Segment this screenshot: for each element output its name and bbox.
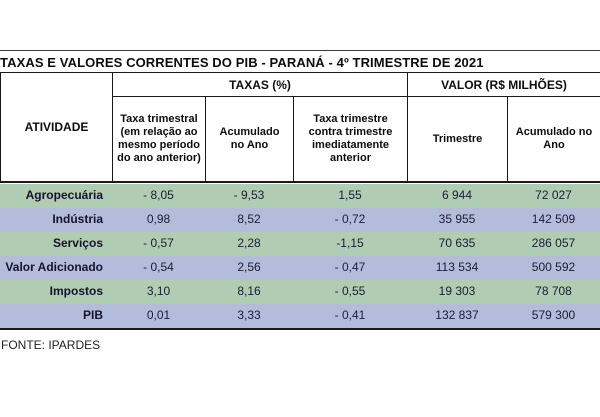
cell-valor-trimestre: 132 837	[435, 308, 479, 322]
cell-valor-acumulado: 142 509	[531, 212, 576, 226]
header-acumulado-ano-taxa: Acumulado no Ano	[219, 126, 280, 151]
cell-taxa-trimestre-contra: - 0,55	[334, 284, 366, 298]
cell-taxa-trimestral: - 0,57	[143, 236, 174, 250]
cell-valor-trimestre: 113 534	[435, 260, 479, 274]
cell-taxa-trimestral: 0,01	[146, 308, 171, 322]
cell-taxa-trimestre-contra: -1,15	[336, 236, 364, 250]
table-row-servicos: Serviços - 0,57 2,28 -1,15 70 635 286 05…	[0, 232, 600, 256]
row-label: Agropecuária	[25, 188, 103, 202]
row-band	[0, 304, 600, 327]
top-divider	[0, 50, 600, 51]
col-divider-1	[112, 72, 113, 182]
cell-taxa-trimestral: 0,98	[146, 212, 171, 226]
col-divider-5	[507, 96, 508, 182]
row-band	[0, 280, 600, 303]
table-row-agropecuaria: Agropecuária - 8,05 - 9,53 1,55 6 944 72…	[0, 184, 600, 208]
table-row-impostos: Impostos 3,10 8,16 - 0,55 19 303 78 708	[0, 280, 600, 304]
table-left-border	[0, 72, 1, 182]
header-taxa-trimestral: Taxa trimestral (em relação ao mesmo per…	[117, 113, 201, 164]
cell-valor-trimestre: 70 635	[438, 236, 476, 250]
header-group-valor: VALOR (R$ MILHÕES)	[441, 77, 567, 92]
header-bottom-border	[0, 181, 600, 183]
cell-taxa-trimestral: 3,10	[146, 284, 171, 298]
col-divider-4	[407, 72, 408, 182]
cell-valor-trimestre: 6 944	[441, 188, 473, 202]
table-row-industria: Indústria 0,98 8,52 - 0,72 35 955 142 50…	[0, 208, 600, 232]
table-row-pib: PIB 0,01 3,33 - 0,41 132 837 579 300	[0, 304, 600, 328]
cell-taxa-trimestre-contra: - 0,41	[334, 308, 366, 322]
cell-taxa-trimestral: - 8,05	[143, 188, 174, 202]
row-label: Serviços	[52, 236, 103, 250]
header-acumulado-ano-valor: Acumulado no Ano	[515, 126, 593, 151]
cell-acumulado-ano-taxa: 2,56	[237, 260, 261, 274]
cell-valor-acumulado: 500 592	[531, 260, 576, 274]
cell-taxa-trimestre-contra: - 0,72	[334, 212, 366, 226]
cell-acumulado-ano-taxa: 2,28	[237, 236, 261, 250]
header-group-taxas: TAXAS (%)	[229, 77, 291, 92]
subheader-top-border	[112, 96, 600, 97]
row-label: PIB	[82, 308, 103, 322]
row-band	[0, 256, 600, 279]
row-band	[0, 184, 600, 207]
cell-acumulado-ano-taxa: - 9,53	[233, 188, 265, 202]
table-bottom-border	[0, 328, 600, 330]
cell-valor-trimestre: 35 955	[438, 212, 476, 226]
cell-valor-acumulado: 72 027	[535, 188, 572, 202]
row-label: Indústria	[52, 212, 103, 226]
cell-valor-acumulado: 78 708	[535, 284, 572, 298]
table-row-valor-adicionado: Valor Adicionado - 0,54 2,56 - 0,47 113 …	[0, 256, 600, 280]
col-divider-3	[293, 96, 294, 182]
cell-taxa-trimestre-contra: 1,55	[338, 188, 362, 202]
source-note: FONTE: IPARDES	[1, 338, 101, 352]
row-band	[0, 208, 600, 231]
row-label: Impostos	[49, 284, 103, 298]
cell-valor-acumulado: 286 057	[531, 236, 576, 250]
header-taxa-trimestre-contra: Taxa trimestre contra trimestre imediata…	[308, 113, 393, 164]
cell-valor-acumulado: 579 300	[531, 308, 576, 322]
header-atividade: ATIVIDADE	[24, 120, 89, 134]
col-divider-2	[205, 96, 206, 182]
cell-taxa-trimestre-contra: - 0,47	[334, 260, 366, 274]
cell-acumulado-ano-taxa: 8,16	[237, 284, 261, 298]
header-trimestre: Trimestre	[432, 132, 483, 145]
table-top-border	[0, 72, 600, 73]
cell-taxa-trimestral: - 0,54	[143, 260, 174, 274]
cell-acumulado-ano-taxa: 8,52	[237, 212, 261, 226]
page-title: TAXAS E VALORES CORRENTES DO PIB - PARAN…	[0, 55, 484, 70]
row-band	[0, 232, 600, 255]
cell-acumulado-ano-taxa: 3,33	[237, 308, 261, 322]
row-label: Valor Adicionado	[5, 260, 103, 274]
cell-valor-trimestre: 19 303	[438, 284, 476, 298]
